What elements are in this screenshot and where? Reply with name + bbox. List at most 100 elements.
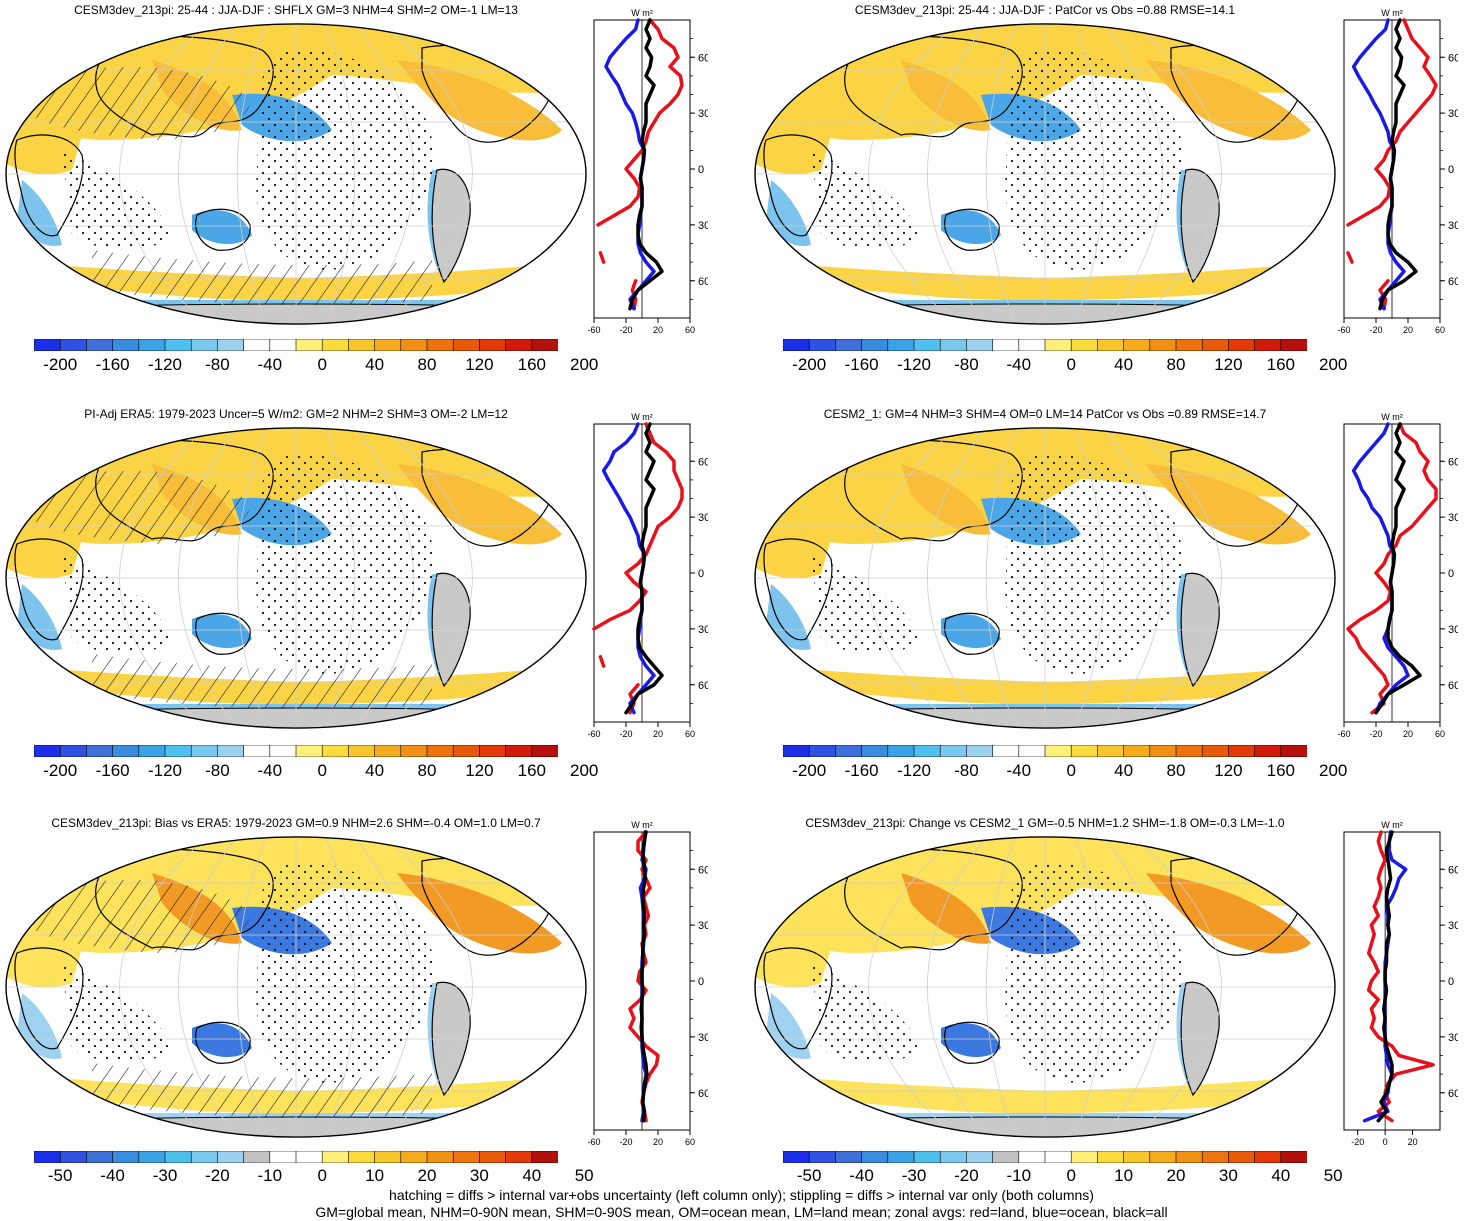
colorbar-swatch	[86, 339, 114, 351]
colorbar-swatch	[1254, 339, 1282, 351]
longitude-gridline	[927, 23, 990, 325]
x-tick-label: 0	[1383, 1137, 1388, 1147]
colorbar-swatch	[1123, 1151, 1151, 1163]
colorbar-swatch	[1175, 745, 1203, 757]
colorbar-swatch	[887, 745, 915, 757]
colorbar-swatch	[138, 745, 166, 757]
colorbar-swatch	[479, 1151, 507, 1163]
colorbar-swatch	[164, 1151, 192, 1163]
cb-label: -10	[257, 1166, 283, 1185]
colorbar-swatch	[835, 1151, 863, 1163]
stippling-region	[256, 49, 434, 270]
cb-label: 30	[1218, 1166, 1238, 1185]
x-tick-label: -60	[587, 325, 600, 335]
colorbar-swatch	[835, 339, 863, 351]
africa-coastline	[14, 134, 84, 237]
latitude-tick-label: 60N	[698, 52, 708, 64]
map-panel-2	[754, 23, 1336, 325]
atlantic-warm-region	[754, 931, 831, 988]
cb-label: 0	[1066, 761, 1076, 780]
all-series-line	[628, 18, 664, 311]
zonal-plot-2: W m² 60N 30N 0 30S 60S -60 -20 20 60	[1337, 8, 1458, 335]
colorbar-swatch	[452, 339, 481, 351]
colorbar-panel-4	[783, 745, 1307, 757]
africa-south-cool-region	[766, 993, 811, 1059]
land-series-line	[596, 18, 684, 311]
colorbar-swatch	[112, 745, 140, 757]
colorbar-swatch	[321, 745, 350, 757]
cb-label: 120	[465, 355, 494, 374]
cb-label: 0	[1066, 1166, 1076, 1185]
colorbar-swatch	[1201, 1151, 1230, 1163]
cb-label: 50	[574, 1166, 594, 1185]
colorbar-swatch	[295, 745, 323, 757]
x-tick-label: 20	[1403, 325, 1413, 335]
colorbar-swatch	[269, 339, 297, 351]
cb-label: 30	[469, 1166, 489, 1185]
colorbar-swatch	[1018, 745, 1046, 757]
colorbar-swatch	[939, 339, 968, 351]
colorbar-swatch	[138, 1151, 166, 1163]
x-tick-label: -60	[1337, 729, 1350, 739]
colorbar-swatch	[861, 1151, 889, 1163]
cb-label: 40	[1271, 1166, 1291, 1185]
x-tick-label: 20	[1403, 729, 1413, 739]
africa-south-cool-region	[17, 584, 62, 650]
colorbar-swatch	[321, 1151, 350, 1163]
colorbar-swatch	[59, 745, 88, 757]
colorbar-swatch	[1149, 745, 1177, 757]
x-tick-label: 60	[685, 1137, 695, 1147]
latitude-tick-label: 60N	[698, 456, 708, 468]
latitude-tick-label: 30N	[1448, 512, 1458, 524]
x-tick-label: 20	[653, 729, 663, 739]
cb-label: 0	[317, 1166, 327, 1185]
cb-label: 80	[1166, 355, 1186, 374]
cb-label: -40	[257, 761, 283, 780]
colorbar-swatch	[783, 339, 810, 351]
colorbar-swatch	[59, 1151, 88, 1163]
panel-title-6: CESM3dev_213pi: Change vs CESM2_1 GM=-0.…	[805, 816, 1285, 830]
latitude-tick-label: 30N	[698, 920, 708, 932]
latitude-tick-label: 30S	[698, 220, 708, 232]
colorbar-swatch	[59, 339, 88, 351]
colorbar-swatch	[479, 339, 507, 351]
units-label: W m²	[631, 820, 653, 830]
latitude-tick-label: 60S	[698, 276, 708, 288]
stippling-region	[256, 862, 434, 1083]
footnote-line-2: GM=global mean, NHM=0-90N mean, SHM=0-90…	[315, 1204, 1168, 1220]
colorbar-panel-6	[783, 1151, 1307, 1163]
cb-label: -40	[100, 1166, 125, 1185]
colorbar-swatch	[861, 745, 889, 757]
colorbar-swatch	[887, 339, 915, 351]
all-series-line	[639, 830, 649, 1123]
cb-label: -160	[844, 355, 879, 374]
colorbar-labels-5: -50 -40 -30 -20 -10 0 10 20 30 40 50	[34, 1166, 594, 1188]
latitude-tick-label: 0	[698, 976, 704, 988]
colorbar-swatch	[295, 1151, 323, 1163]
map-content	[754, 23, 1336, 325]
hatching-region	[92, 1063, 432, 1119]
colorbar-labels-1: -200 -160 -120 -80 -40 0 40 80 120 160 2…	[34, 355, 598, 377]
cb-label: -20	[954, 1166, 979, 1185]
x-tick-label: -20	[1369, 325, 1382, 335]
colorbar-swatch	[374, 745, 402, 757]
africa-coastline	[763, 134, 833, 237]
colorbar-swatch	[1254, 745, 1282, 757]
panel-title-3: PI-Adj ERA5: 1979-2023 Uncer=5 W/m2: GM=…	[84, 407, 508, 421]
colorbar-swatch	[1070, 339, 1099, 351]
asia-warm-region	[901, 464, 991, 535]
longitude-gridline	[868, 427, 962, 729]
cb-label: -40	[1006, 761, 1032, 780]
cb-label: 20	[417, 1166, 437, 1185]
cb-label: 10	[1114, 1166, 1134, 1185]
cb-label: -30	[901, 1166, 927, 1185]
stippling-region	[62, 150, 172, 250]
cb-label: 160	[517, 355, 546, 374]
latitude-tick-label: 60S	[698, 1088, 708, 1100]
stippling-region	[811, 554, 921, 654]
colorbar-swatch	[164, 339, 192, 351]
colorbar-swatch	[505, 1151, 533, 1163]
colorbar-swatch	[913, 1151, 941, 1163]
asia-warm-region	[901, 873, 991, 944]
colorbar-swatch	[1228, 339, 1256, 351]
